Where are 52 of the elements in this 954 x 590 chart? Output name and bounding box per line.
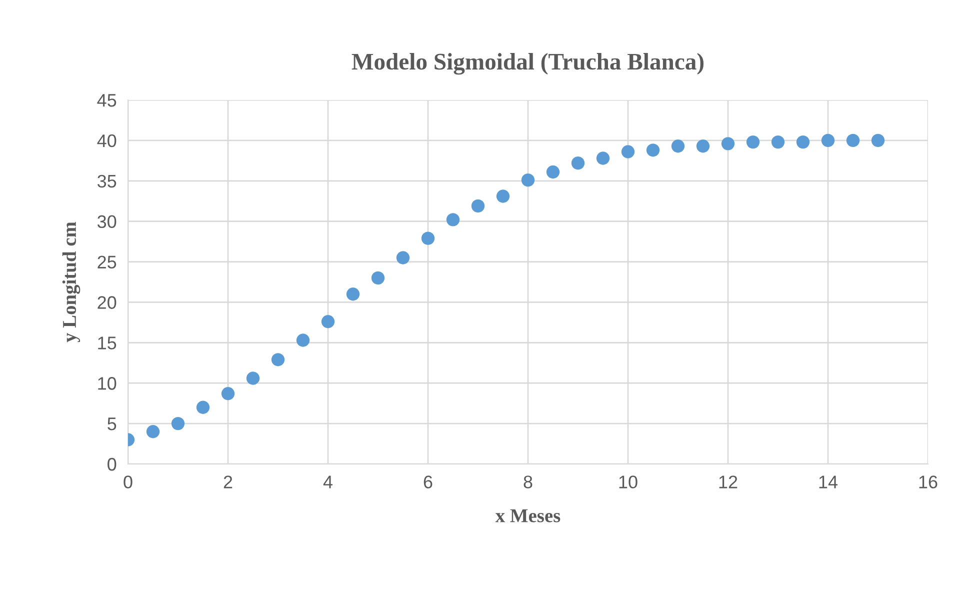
point: [471, 199, 485, 213]
x-axis-title: x Meses: [495, 509, 560, 522]
point: [721, 137, 735, 150]
point: [496, 190, 510, 203]
point: [221, 387, 235, 400]
point: [196, 400, 210, 414]
point: [671, 140, 685, 153]
point: [696, 140, 710, 153]
x-tick-label: 10: [619, 476, 638, 488]
point: [546, 165, 560, 179]
x-tick-label: 14: [819, 476, 838, 488]
point: [846, 134, 860, 148]
point: [596, 152, 610, 165]
y-tick-label: 30: [97, 215, 116, 228]
point: [621, 145, 635, 158]
point: [321, 315, 335, 328]
point: [446, 213, 460, 226]
x-tick-label: 2: [224, 476, 232, 488]
x-tick-label: 8: [524, 476, 532, 488]
point: [271, 353, 285, 366]
y-tick-label: 20: [98, 296, 116, 309]
y-tick-label: 35: [97, 174, 116, 188]
point: [371, 271, 385, 285]
point: [821, 134, 835, 148]
y-tick-label: 0: [108, 458, 116, 471]
point: [796, 135, 810, 149]
y-axis-title: y Longitud cm: [62, 222, 80, 342]
x-tick-label: 12: [719, 476, 738, 488]
y-tick-label: 5: [108, 418, 116, 430]
chart-title: Modelo Sigmoidal (Trucha Blanca): [352, 53, 704, 75]
point: [421, 232, 435, 245]
x-tick-label: 0: [124, 476, 132, 488]
y-tick-label: 45: [97, 94, 116, 107]
y-tick-label: 15: [98, 336, 116, 350]
point: [171, 416, 185, 430]
point: [521, 173, 535, 187]
y-tick-label: 25: [98, 256, 116, 268]
x-tick-label: 6: [424, 476, 432, 488]
point: [746, 135, 760, 149]
point: [146, 425, 160, 438]
point: [246, 372, 260, 385]
x-tick-label: 16: [919, 476, 938, 488]
point: [346, 288, 360, 301]
y-tick-label: 10: [98, 377, 116, 390]
point: [296, 334, 310, 347]
point: [646, 144, 660, 157]
point: [771, 135, 785, 149]
y-tick-label: 40: [97, 134, 116, 148]
point: [396, 251, 410, 264]
x-tick-label: 4: [323, 476, 332, 488]
point: [571, 156, 585, 170]
point: [871, 134, 885, 148]
